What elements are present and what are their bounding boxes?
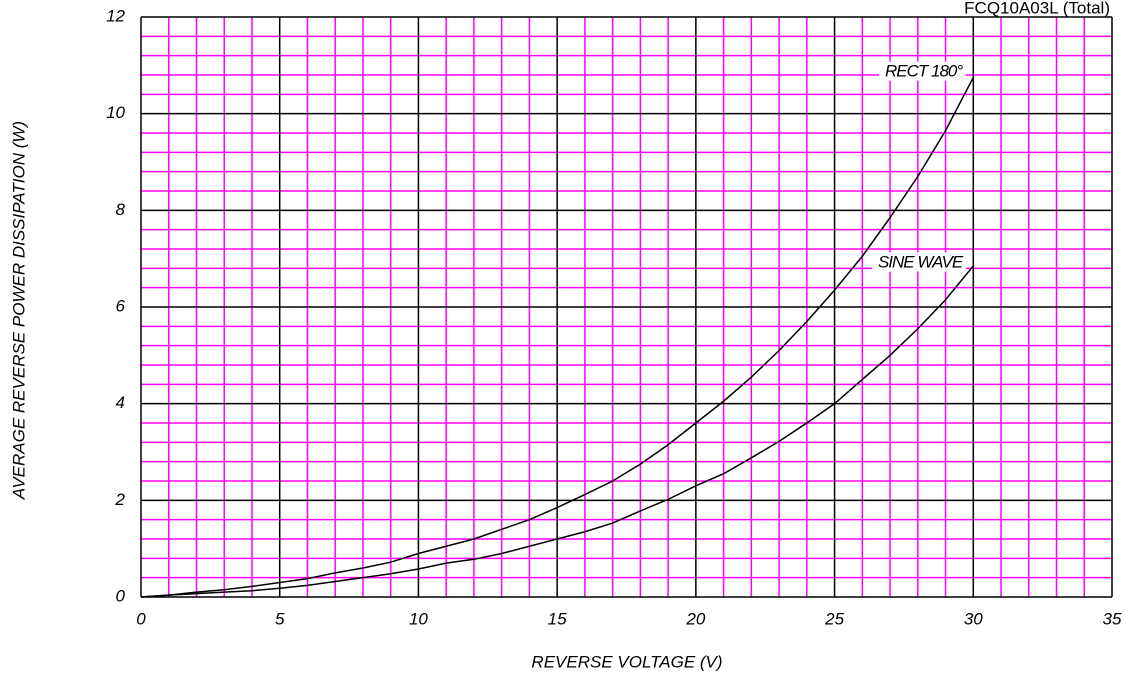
y-tick-label: 12 — [106, 6, 125, 25]
x-tick-label: 20 — [685, 609, 705, 628]
x-tick-label: 10 — [409, 609, 428, 628]
x-tick-label: 5 — [275, 609, 285, 628]
y-tick-label: 8 — [116, 200, 126, 219]
series-line — [140, 265, 974, 598]
series-line — [140, 77, 974, 598]
x-tick-label: 35 — [1103, 609, 1122, 628]
y-tick-label: 2 — [115, 490, 126, 509]
y-tick-label: 0 — [116, 586, 126, 605]
annotation-background — [871, 252, 966, 272]
chart-title: FCQ10A03L (Total) — [964, 0, 1110, 17]
x-tick-label: 25 — [824, 609, 844, 628]
major-grid — [140, 16, 1113, 598]
x-tick-label: 15 — [548, 609, 567, 628]
x-tick-label: 0 — [136, 609, 146, 628]
x-tick-label: 30 — [964, 609, 983, 628]
y-tick-label: 6 — [116, 296, 126, 315]
y-tick-label: 10 — [106, 103, 125, 122]
annotation: RECT 180° — [885, 62, 963, 81]
y-axis-label: AVERAGE REVERSE POWER DISSIPATION (W) — [9, 121, 28, 500]
annotation-background — [879, 61, 966, 81]
x-axis-label: REVERSE VOLTAGE (V) — [531, 652, 722, 671]
annotation: SINE WAVE — [878, 253, 964, 272]
y-tick-label: 4 — [116, 393, 125, 412]
